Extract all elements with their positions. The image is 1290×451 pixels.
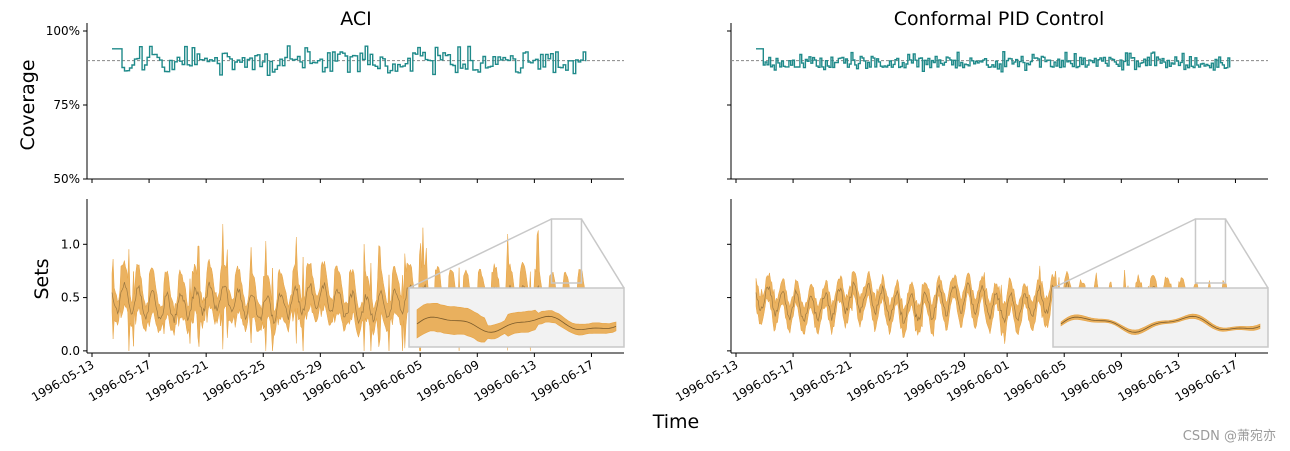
inset-center-line — [416, 315, 617, 333]
y-tick-label: 75% — [53, 98, 80, 112]
y-tick-label: 0.5 — [61, 291, 80, 305]
x-tick-label: 1996-06-05 — [1001, 357, 1068, 404]
y-tick-label: 0.0 — [61, 344, 80, 358]
chart-title-aci: ACI — [340, 8, 372, 30]
x-tick-label: 1996-05-21 — [787, 357, 854, 404]
panel-pid-sets: 1996-05-131996-05-171996-05-211996-05-25… — [673, 199, 1269, 404]
x-tick-label: 1996-06-09 — [1058, 357, 1125, 404]
x-tick-label: 1996-06-13 — [1115, 357, 1182, 404]
x-axis-label: Time — [652, 411, 700, 433]
x-tick-label: 1996-06-17 — [529, 357, 596, 404]
zoom-connector-line — [1224, 218, 1269, 289]
x-tick-label: 1996-05-13 — [29, 357, 96, 404]
x-tick-label: 1996-05-17 — [86, 357, 153, 404]
x-tick-label: 1996-06-13 — [471, 357, 538, 404]
panel-pid-coverage — [727, 23, 1268, 183]
panel-aci-sets: 1996-05-131996-05-171996-05-211996-05-25… — [29, 199, 625, 404]
inset-prediction-band — [1060, 313, 1261, 335]
y-tick-label: 100% — [46, 24, 80, 38]
y-axis-label-sets: Sets — [31, 258, 53, 299]
x-tick-label: 1996-06-05 — [357, 357, 424, 404]
zoom-connector-line — [408, 218, 552, 289]
x-tick-label: 1996-05-17 — [730, 357, 797, 404]
watermark: CSDN @萧宛亦 — [1183, 428, 1276, 444]
zoom-region-box — [1194, 218, 1227, 284]
panel-aci-coverage: 50% 75% 100% — [46, 23, 624, 186]
x-tick-label: 1996-06-09 — [414, 357, 481, 404]
coverage-series-line — [756, 48, 1231, 73]
zoom-connector-line — [1052, 218, 1196, 289]
inset-center-line — [1060, 315, 1261, 333]
x-tick-label: 1996-05-21 — [143, 357, 210, 404]
y-tick-label: 1.0 — [61, 237, 80, 251]
x-tick-label: 1996-05-25 — [200, 357, 267, 404]
zoom-region-box — [550, 218, 583, 284]
x-tick-label: 1996-05-13 — [673, 357, 740, 404]
chart-title-pid: Conformal PID Control — [894, 8, 1105, 30]
x-tick-label: 1996-05-25 — [844, 357, 911, 404]
zoom-connector-line — [580, 218, 625, 289]
coverage-series-line — [112, 45, 587, 76]
y-axis-label-coverage: Coverage — [17, 59, 39, 150]
y-tick-label: 50% — [53, 172, 80, 186]
x-tick-label: 1996-06-17 — [1173, 357, 1240, 404]
